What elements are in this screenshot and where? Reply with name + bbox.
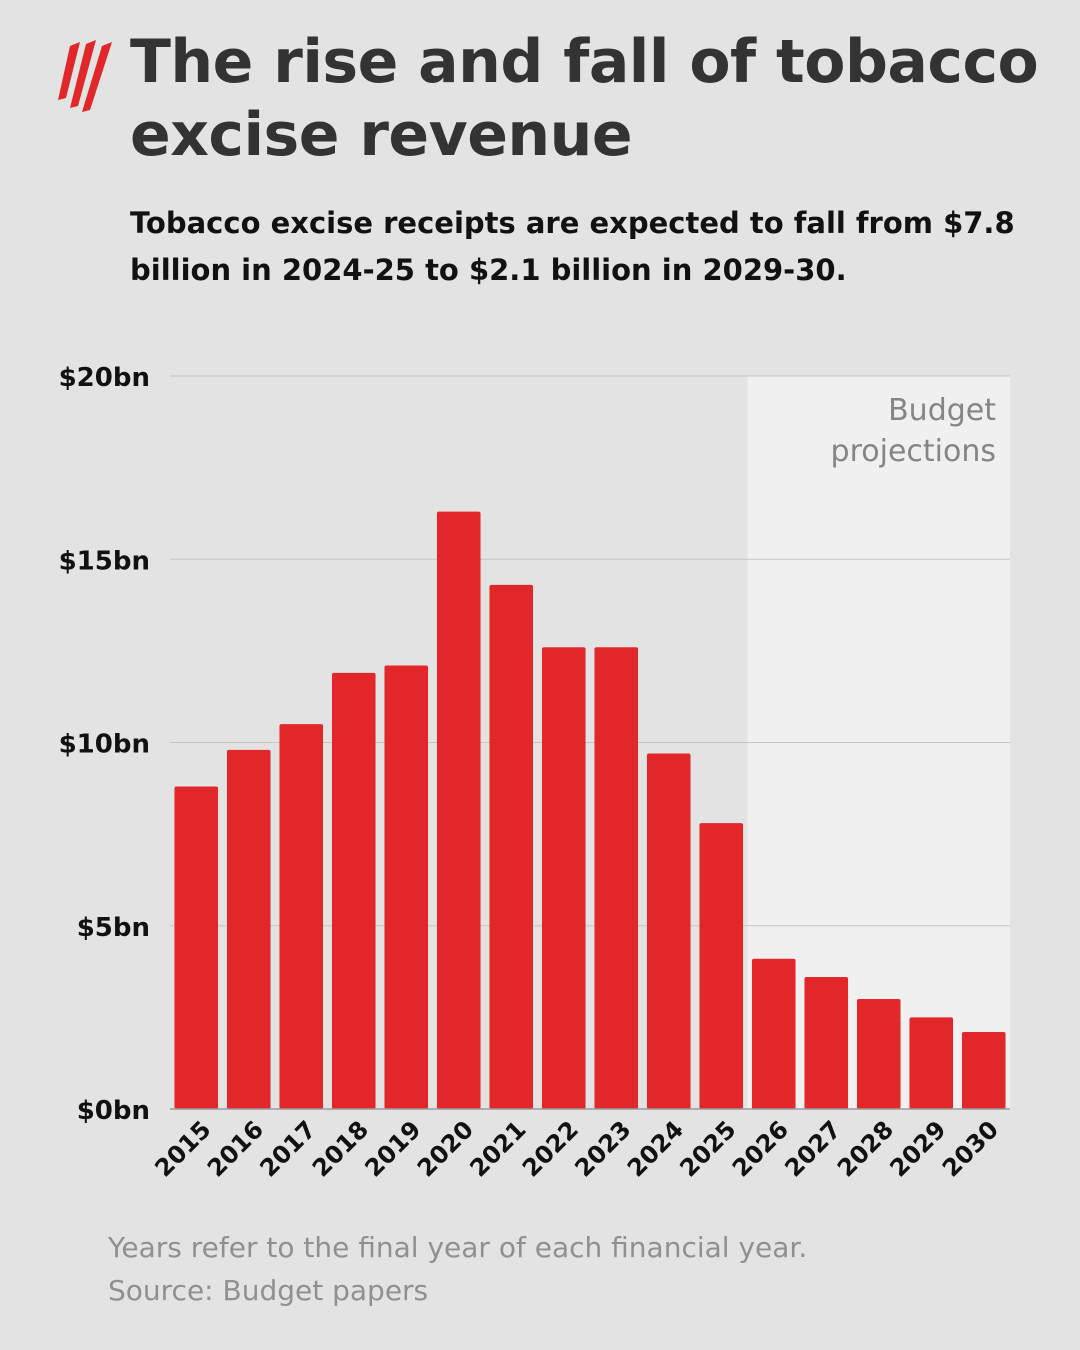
- x-tick-label: 2028: [832, 1115, 899, 1182]
- x-tick-label: 2022: [517, 1115, 584, 1182]
- x-tick-label: 2015: [149, 1115, 216, 1182]
- y-tick-label: $0bn: [77, 1096, 150, 1126]
- y-tick-label: $10bn: [59, 730, 150, 760]
- bar-2022: [541, 647, 586, 1109]
- x-tick-label: 2021: [464, 1115, 531, 1182]
- x-tick-label: 2024: [622, 1115, 689, 1182]
- footnotes: Years refer to the final year of each fi…: [108, 1226, 1048, 1313]
- bar-2026: [751, 958, 796, 1109]
- footnote-source: Source: Budget papers: [108, 1274, 429, 1308]
- bar-2019: [384, 665, 429, 1109]
- sbs-logo-icon: [58, 40, 112, 112]
- bar-2017: [279, 724, 324, 1109]
- x-tick-label: 2029: [884, 1115, 951, 1182]
- y-tick-label: $5bn: [77, 913, 150, 943]
- x-tick-label: 2023: [569, 1115, 636, 1182]
- footnote-years: Years refer to the final year of each fi…: [108, 1231, 808, 1264]
- x-tick-label: 2026: [727, 1115, 794, 1182]
- bar-2021: [489, 584, 534, 1109]
- x-tick-label: 2030: [937, 1115, 1004, 1182]
- bar-2016: [226, 749, 271, 1109]
- bar-2015: [174, 786, 219, 1109]
- x-tick-label: 2016: [202, 1115, 269, 1182]
- bar-2018: [331, 672, 376, 1109]
- projection-label: Budget: [888, 393, 996, 428]
- bar-2024: [646, 753, 691, 1109]
- x-tick-label: 2025: [674, 1115, 741, 1182]
- bar-2027: [804, 977, 849, 1109]
- y-tick-label: $20bn: [59, 363, 150, 393]
- chart-subtitle: Tobacco excise receipts are expected to …: [130, 206, 1015, 287]
- y-tick-label: $15bn: [59, 546, 150, 576]
- projection-label: projections: [831, 434, 996, 469]
- bar-2030: [961, 1032, 1006, 1109]
- bar-chart: $0bn $5bn $10bn $15bn $20bn Budget projections…: [59, 363, 1010, 1182]
- x-tick-label: 2027: [779, 1115, 846, 1182]
- x-tick-label: 2017: [254, 1115, 321, 1182]
- chart-title: The rise and fall of tobacco excise reve…: [130, 27, 1039, 171]
- bar-2029: [909, 1017, 954, 1109]
- x-tick-label: 2020: [412, 1115, 479, 1182]
- bar-2023: [594, 647, 639, 1109]
- bar-2020: [436, 511, 481, 1110]
- bar-2025: [699, 823, 744, 1109]
- x-tick-label: 2019: [359, 1115, 426, 1182]
- bar-2028: [856, 999, 901, 1109]
- x-tick-label: 2018: [307, 1115, 374, 1182]
